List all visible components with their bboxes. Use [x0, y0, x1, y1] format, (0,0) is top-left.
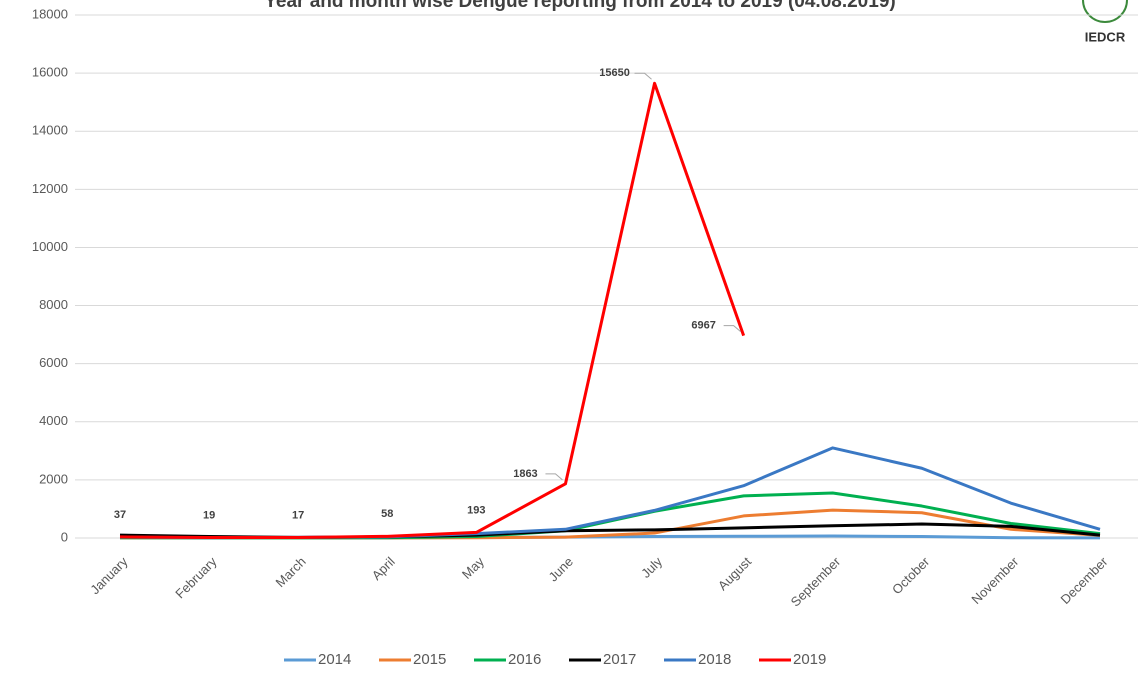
y-tick-label: 4000	[39, 413, 68, 428]
y-tick-label: 8000	[39, 297, 68, 312]
legend-label: 2016	[508, 651, 541, 668]
x-tick-label: June	[545, 554, 576, 585]
legend-label: 2017	[603, 651, 636, 668]
legend-label: 2015	[413, 651, 446, 668]
y-tick-label: 12000	[32, 181, 68, 196]
data-label: 58	[381, 508, 393, 520]
data-label: 15650	[599, 67, 630, 79]
x-tick-label: September	[788, 553, 844, 609]
leader-line	[634, 72, 652, 80]
legend-label: 2019	[793, 651, 826, 668]
data-label: 193	[467, 504, 485, 516]
leader-line	[545, 473, 563, 481]
x-tick-label: August	[715, 554, 754, 593]
y-tick-label: 0	[61, 529, 68, 544]
data-label: 37	[114, 509, 126, 521]
data-label: 17	[292, 509, 304, 521]
x-tick-label: July	[638, 554, 665, 581]
series-line	[119, 81, 746, 540]
y-tick-label: 10000	[32, 239, 68, 254]
y-tick-label: 6000	[39, 355, 68, 370]
data-label: 19	[203, 509, 215, 521]
legend-label: 2014	[318, 651, 351, 668]
data-label: 1863	[513, 468, 537, 480]
leader-line	[723, 325, 741, 332]
y-tick-label: 18000	[32, 6, 68, 21]
y-tick-label: 2000	[39, 471, 68, 486]
y-tick-label: 16000	[32, 65, 68, 80]
x-tick-label: October	[889, 553, 933, 597]
x-tick-label: May	[459, 554, 487, 582]
x-tick-label: January	[87, 554, 131, 598]
x-tick-label: February	[172, 554, 220, 602]
chart-title: Year and month wise Dengue reporting fro…	[264, 0, 895, 12]
x-tick-label: April	[369, 554, 398, 583]
logo-text: IEDCR	[1085, 29, 1126, 44]
x-tick-label: November	[968, 553, 1021, 606]
legend-label: 2018	[698, 651, 731, 668]
x-tick-label: March	[273, 554, 309, 590]
x-tick-label: December	[1058, 553, 1111, 606]
y-tick-label: 14000	[32, 123, 68, 138]
data-label: 6967	[691, 319, 715, 331]
logo-emblem	[1082, 0, 1128, 23]
